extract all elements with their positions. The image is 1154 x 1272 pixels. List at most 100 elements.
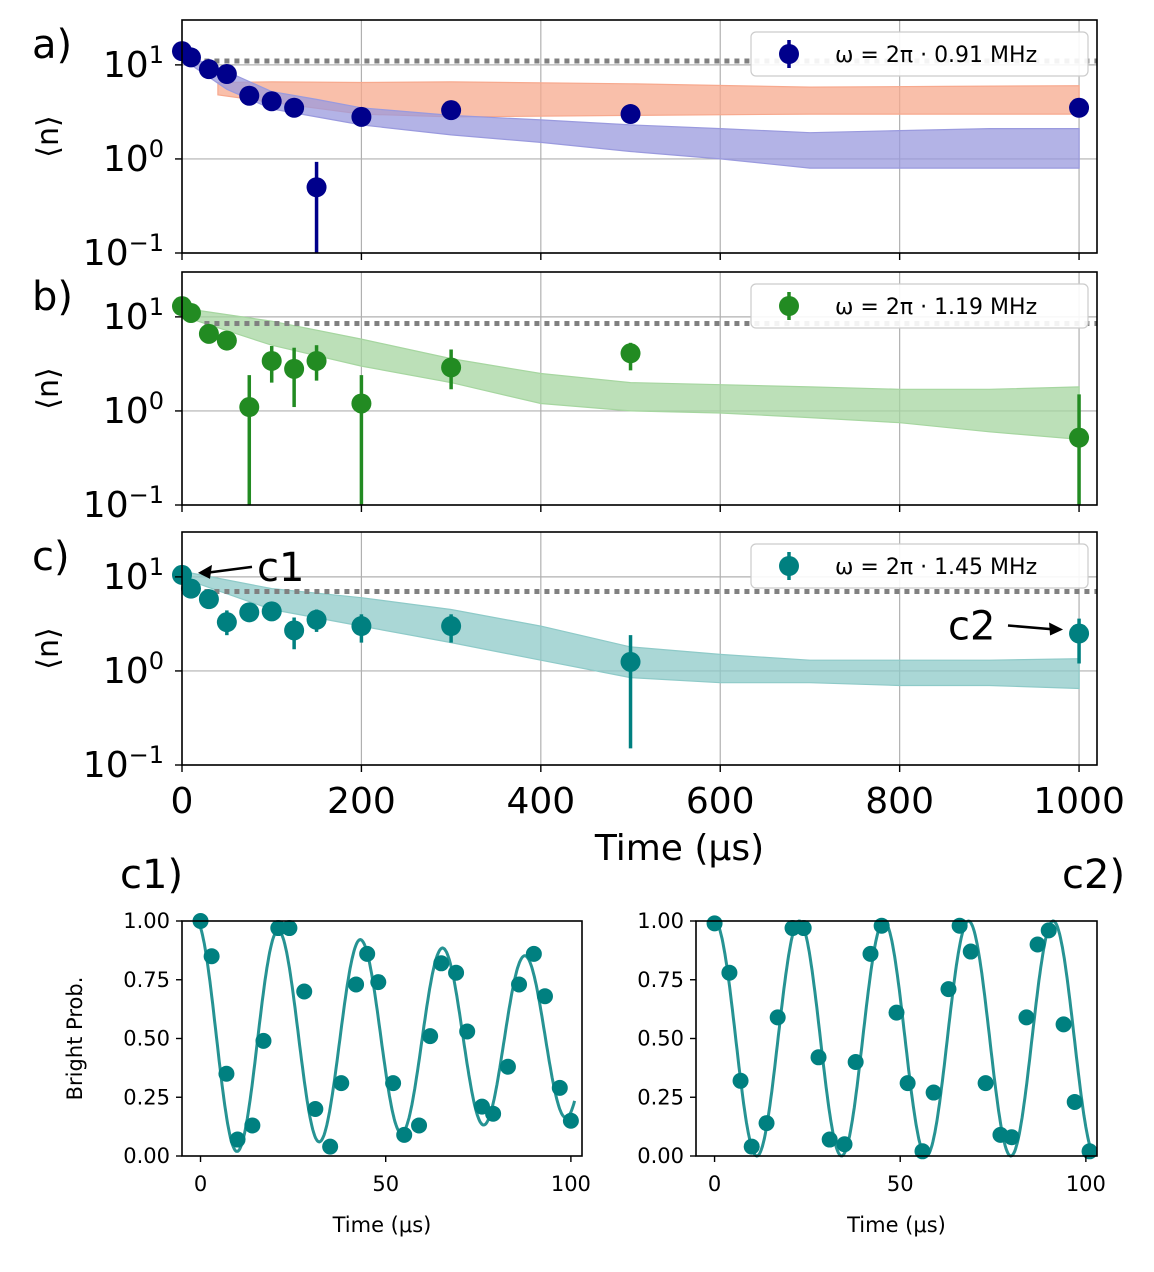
data-point <box>769 1009 786 1026</box>
legend-marker <box>779 296 799 316</box>
data-point <box>1069 623 1090 644</box>
legend-label: ω = 2π · 1.45 MHz <box>835 555 1037 580</box>
data-point <box>359 945 376 962</box>
y-tick-label: 100 <box>103 387 164 432</box>
axes-frame <box>181 19 1098 254</box>
data-point <box>441 616 462 637</box>
data-point <box>433 955 450 972</box>
data-point <box>284 97 305 118</box>
x-tick-label: 100 <box>1066 1172 1106 1196</box>
data-point <box>821 1131 838 1148</box>
data-point <box>743 1138 760 1155</box>
data-point <box>333 1075 350 1092</box>
x-axis-label: Time (μs) <box>594 828 764 869</box>
data-point <box>925 1084 942 1101</box>
y-tick-label: 0.25 <box>637 1085 684 1109</box>
c1-arrow-line <box>205 565 253 575</box>
data-point <box>281 920 298 937</box>
legend-label: ω = 2π · 0.91 MHz <box>835 43 1037 68</box>
panel-label: a) <box>32 22 72 68</box>
axes-frame <box>181 271 1098 506</box>
axes-frame <box>695 920 1098 1157</box>
data-point <box>255 1032 272 1049</box>
data-point <box>261 601 282 622</box>
y-tick-exponent: −1 <box>129 229 164 257</box>
x-axis-label: Time (μs) <box>846 1213 946 1237</box>
data-point <box>951 917 968 934</box>
data-point <box>721 964 738 981</box>
y-tick-label: 0.50 <box>123 1027 170 1051</box>
data-point <box>351 106 372 127</box>
panel-label: b) <box>32 274 73 320</box>
y-tick-label: 10−1 <box>83 481 164 526</box>
data-point <box>218 1065 235 1082</box>
data-point <box>914 1143 931 1160</box>
data-point <box>441 357 462 378</box>
x-tick-label: 100 <box>551 1172 591 1196</box>
data-point <box>322 1138 339 1155</box>
data-point <box>229 1131 246 1148</box>
band-blue_band <box>190 56 1080 169</box>
y-tick-exponent: 0 <box>149 647 164 675</box>
x-tick-label: 1000 <box>1033 781 1125 822</box>
data-point <box>810 1049 827 1066</box>
legend: ω = 2π · 1.19 MHz <box>750 283 1089 329</box>
c1-annotation: c1 <box>257 545 304 591</box>
data-point <box>706 915 723 932</box>
c2-arrowhead <box>1049 622 1064 636</box>
data-point <box>1003 1129 1020 1146</box>
y-tick-exponent: 0 <box>149 387 164 415</box>
legend-box <box>750 283 1089 329</box>
data-point <box>239 85 260 106</box>
data-point <box>847 1054 864 1070</box>
data-point <box>485 1105 502 1122</box>
data-point <box>836 1136 853 1153</box>
panel-label: c2) <box>1062 852 1125 898</box>
y-tick-label: 101 <box>103 553 164 598</box>
data-point <box>873 917 890 934</box>
data-point <box>888 1004 905 1021</box>
panel-label: c) <box>32 534 70 580</box>
legend-box <box>750 543 1089 589</box>
data-point <box>536 988 553 1005</box>
x-tick-label: 0 <box>708 1172 721 1196</box>
data-point <box>784 920 801 937</box>
data-point <box>862 945 879 962</box>
y-tick-label: 0.00 <box>123 1144 170 1168</box>
data-point <box>1018 1009 1035 1026</box>
y-tick-label: 10−1 <box>83 229 164 274</box>
x-tick-label: 800 <box>865 781 934 822</box>
data-point <box>758 1115 775 1132</box>
data-point <box>1069 97 1090 118</box>
y-tick-label: 1.00 <box>637 909 684 933</box>
data-point <box>180 302 201 323</box>
data-point <box>1055 1016 1072 1033</box>
band-green_band <box>190 308 1080 440</box>
data-point <box>422 1028 439 1045</box>
c2-arrow-line <box>1007 624 1056 631</box>
data-point <box>511 976 528 993</box>
data-point <box>1069 427 1090 448</box>
x-tick-label: 200 <box>327 781 396 822</box>
data-point <box>306 609 327 630</box>
axes-frame <box>181 531 1098 766</box>
data-point <box>551 1079 568 1096</box>
x-tick-label: 0 <box>171 781 194 822</box>
y-tick-label: 0.25 <box>123 1085 170 1109</box>
data-point <box>1066 1093 1083 1110</box>
data-point <box>899 1075 916 1092</box>
y-tick-label: 1.00 <box>123 909 170 933</box>
data-point <box>216 63 237 84</box>
data-point <box>459 1023 476 1040</box>
c2-annotation: c2 <box>948 604 995 650</box>
x-tick-label: 0 <box>194 1172 207 1196</box>
bottom-panels: 0.00 0.25 0.50 0.75 1.00 0 50 100 Time (μs) Brigh… <box>63 852 1125 1237</box>
y-tick-exponent: 1 <box>149 293 164 321</box>
y-tick-exponent: 0 <box>149 135 164 163</box>
x-tick-label: 600 <box>686 781 755 822</box>
data-point <box>216 612 237 633</box>
y-tick-label: 101 <box>103 41 164 86</box>
legend-marker <box>779 556 799 576</box>
